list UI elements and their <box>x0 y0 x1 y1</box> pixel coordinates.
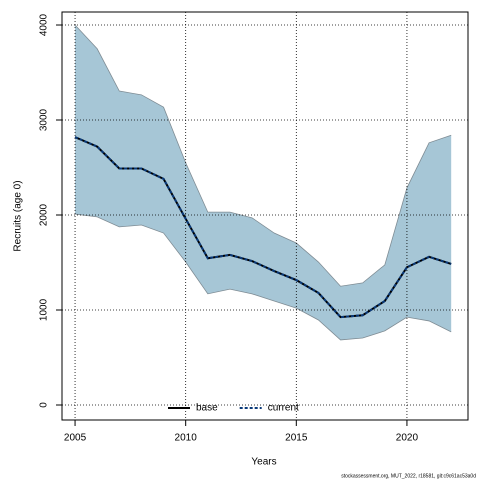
y-tick-label: 2000 <box>39 203 50 226</box>
footer: stockassessment.org, MUT_2022, r18581, g… <box>341 473 476 479</box>
x-tick-label: 2020 <box>396 433 419 444</box>
x-tick-label: 2010 <box>175 433 198 444</box>
y-tick-label: 3000 <box>39 108 50 131</box>
y-tick-label: 0 <box>39 402 50 408</box>
band-edge <box>74 24 452 287</box>
x-axis-label: Years <box>251 457 276 468</box>
x-tick-label: 2015 <box>285 433 308 444</box>
x-tick-label: 2005 <box>64 433 87 444</box>
band-edge <box>75 213 452 341</box>
y-axis-label: Recruits (age 0) <box>13 180 24 251</box>
plot-frame <box>61 11 469 421</box>
legend-label: current <box>268 403 299 414</box>
y-tick-label: 1000 <box>39 298 50 321</box>
confidence-band <box>75 25 452 340</box>
legend-label: base <box>196 403 218 414</box>
series-line <box>74 136 452 319</box>
y-tick-label: 4000 <box>39 13 50 36</box>
